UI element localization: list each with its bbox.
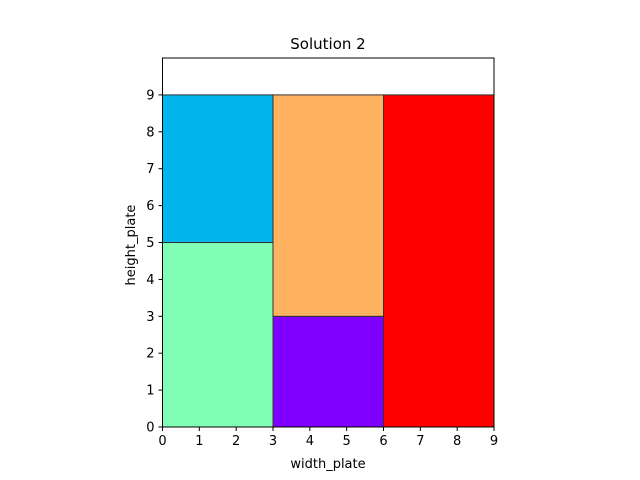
- y-tick-label: 5: [146, 236, 154, 251]
- y-tick-label: 4: [146, 273, 154, 288]
- y-tick-label: 9: [146, 88, 154, 103]
- x-tick-label: 5: [343, 434, 351, 449]
- y-tick-label: 6: [146, 199, 154, 214]
- y-tick-label: 3: [146, 310, 154, 325]
- y-tick-label: 7: [146, 162, 154, 177]
- y-tick-label: 8: [146, 125, 154, 140]
- x-tick-label: 2: [232, 434, 240, 449]
- x-tick-label: 0: [158, 434, 166, 449]
- plot-area: [162, 94, 495, 428]
- x-tick-label: 6: [379, 434, 387, 449]
- y-axis-label: height_plate: [124, 205, 139, 286]
- x-axis-label: width_plate: [290, 457, 365, 472]
- chart-title: Solution 2: [290, 35, 365, 53]
- rectangle-1: [162, 242, 274, 428]
- x-tick-label: 1: [195, 434, 203, 449]
- x-axis: 0 1 2 3 4 5 6 7 8 9: [158, 427, 498, 449]
- rectangle-4: [272, 94, 384, 317]
- x-tick-label: 7: [416, 434, 424, 449]
- rectangle-3: [272, 315, 384, 428]
- x-tick-label: 8: [453, 434, 461, 449]
- plot-frame: [162, 57, 495, 428]
- x-tick-label: 9: [490, 434, 498, 449]
- y-tick-label: 0: [146, 421, 154, 436]
- y-tick-label: 1: [146, 384, 154, 399]
- rectangle-2: [162, 94, 274, 244]
- y-axis: 0 1 2 3 4 5 6 7 8 9: [146, 88, 163, 436]
- x-tick-label: 3: [269, 434, 277, 449]
- rectangle-5: [383, 94, 495, 428]
- y-tick-label: 2: [146, 347, 154, 362]
- x-tick-label: 4: [306, 434, 314, 449]
